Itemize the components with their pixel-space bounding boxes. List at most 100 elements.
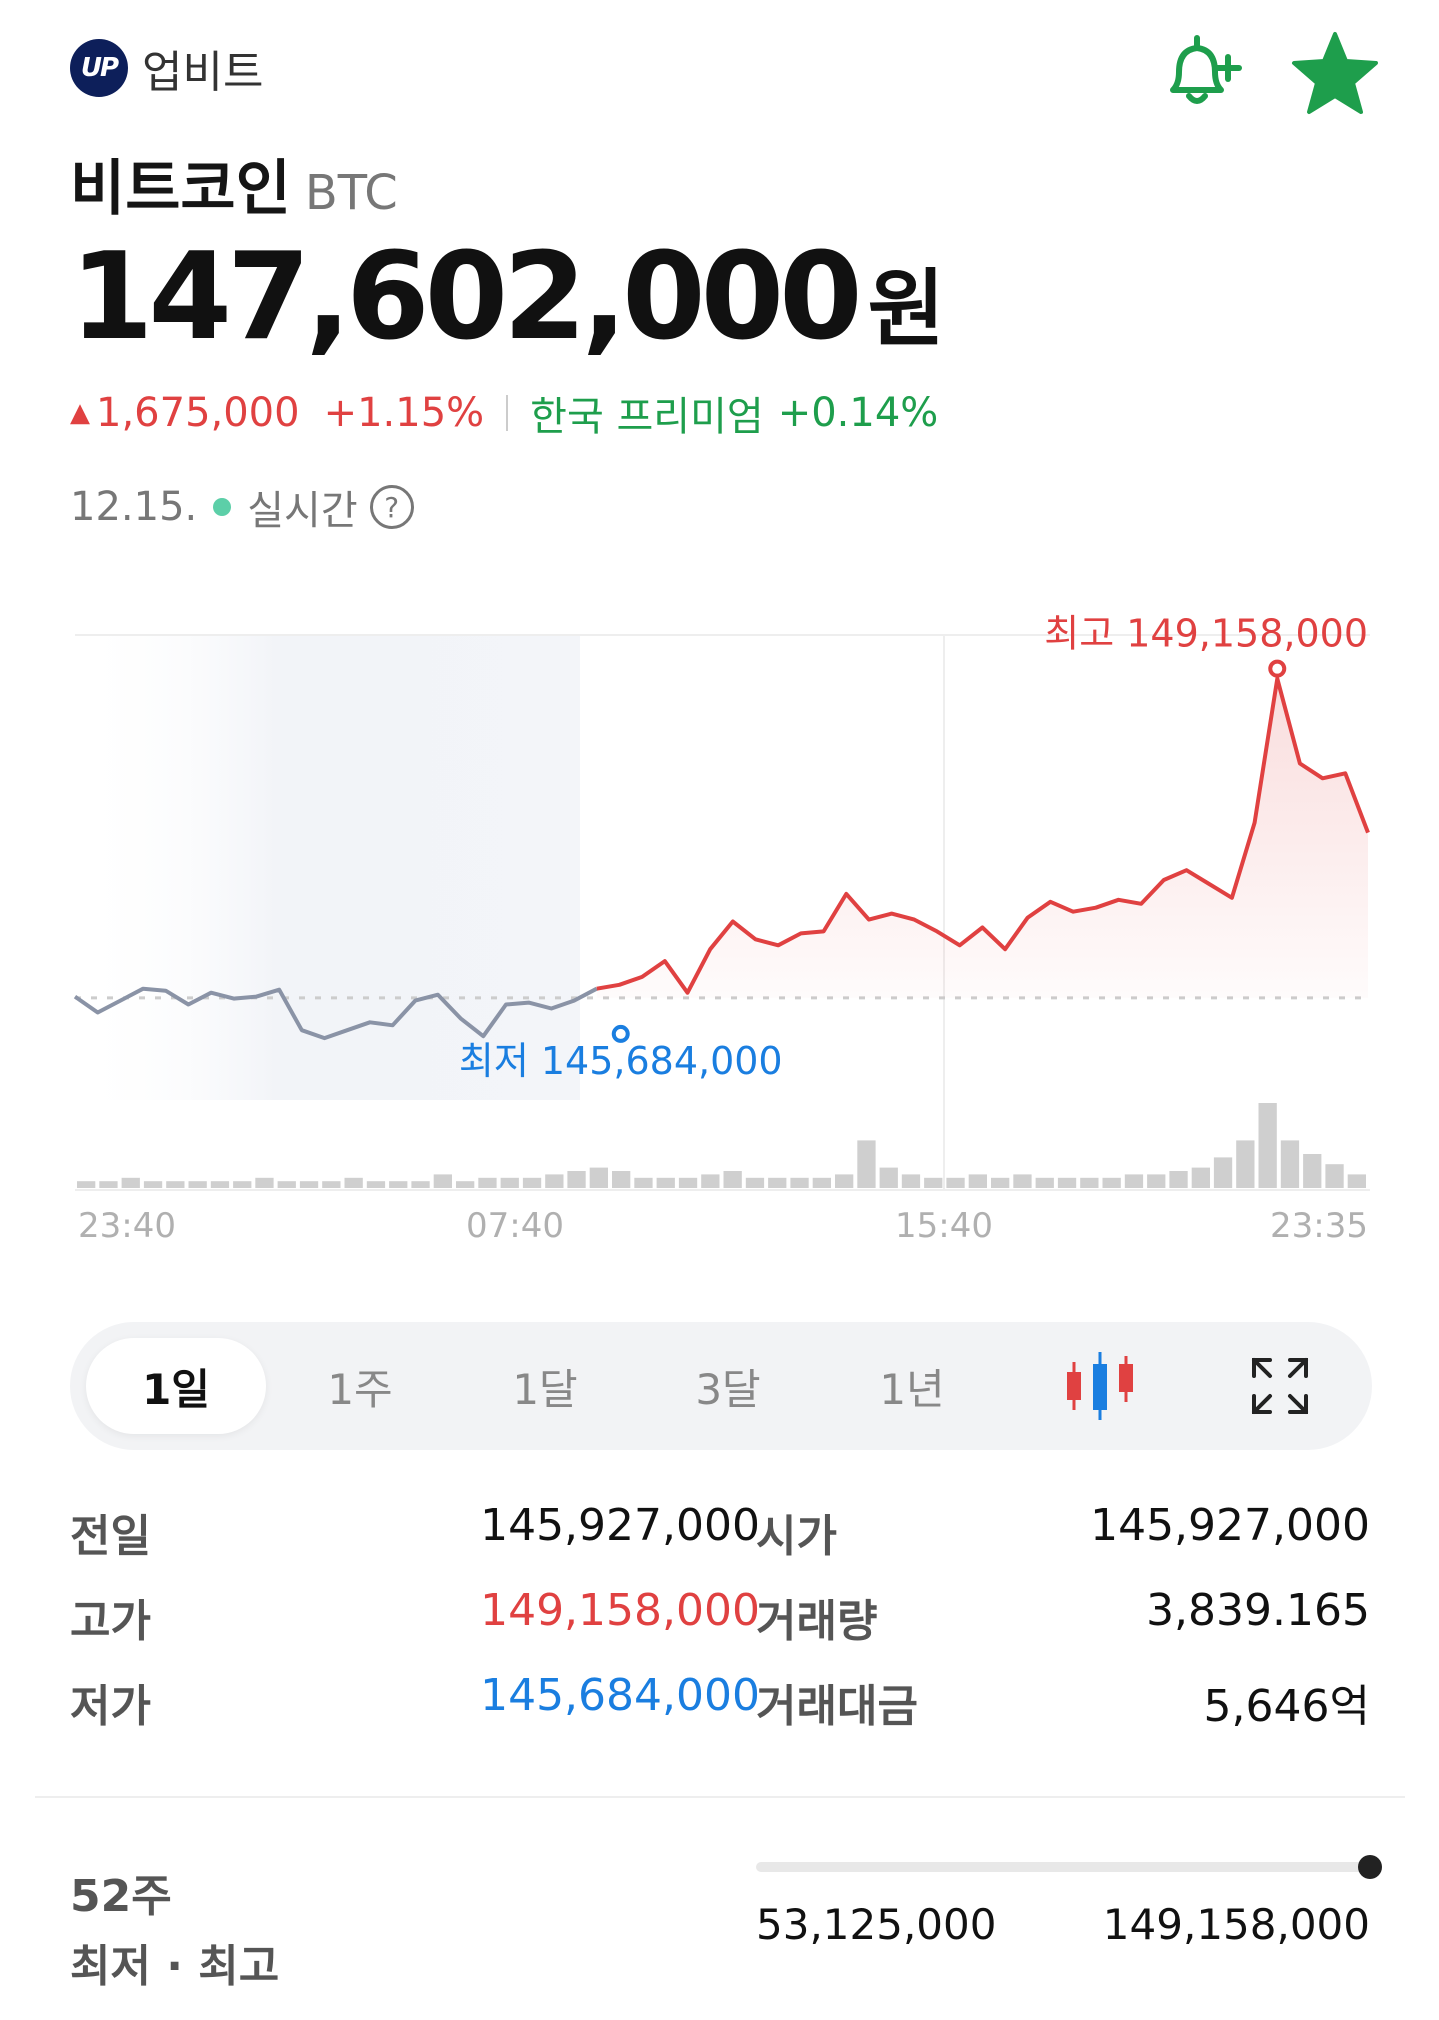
- volume-bar: [1303, 1154, 1322, 1188]
- tab-1day[interactable]: 1일: [86, 1338, 266, 1434]
- tab-3month[interactable]: 3달: [695, 1364, 761, 1414]
- volume-bar: [277, 1181, 296, 1188]
- volume-bar: [968, 1174, 987, 1188]
- range-52w-marker: [1358, 1855, 1382, 1879]
- volume-bar: [567, 1171, 586, 1188]
- volume-bar: [299, 1181, 319, 1188]
- upbit-logo: UP: [70, 39, 128, 97]
- volume-bar: [143, 1181, 163, 1188]
- stat-row: 전일 145,927,000 시가 145,927,000: [70, 1500, 1370, 1570]
- current-price: 147,602,000 원: [70, 228, 945, 367]
- after-hours-shade: [75, 635, 580, 1100]
- volume-bar: [210, 1181, 230, 1188]
- low-label: 최저 145,684,000: [459, 1039, 783, 1083]
- range-52w-title-line2: 최저 · 최고: [70, 1941, 280, 1992]
- volume-bar: [456, 1181, 475, 1188]
- volume-bar: [478, 1177, 497, 1188]
- period-tabs: 1일 1주 1달 3달 1년: [70, 1322, 1372, 1450]
- price-chart[interactable]: 최고 149,158,000 최저 145,684,000 23:40 07:4…: [0, 610, 1439, 1270]
- high-label: 고가: [70, 1596, 151, 1647]
- volume-bar: [1169, 1171, 1188, 1188]
- coin-symbol: BTC: [304, 165, 398, 221]
- volume-bar: [1213, 1157, 1233, 1188]
- trade-value-label: 거래대금: [756, 1681, 918, 1732]
- volume-bar: [77, 1181, 96, 1188]
- volume-bar: [946, 1177, 965, 1188]
- range-52w-min: 53,125,000: [756, 1900, 997, 1949]
- change-percent: +1.15%: [323, 390, 485, 436]
- x-tick-label: 07:40: [466, 1206, 564, 1246]
- volume-bar: [1236, 1140, 1255, 1188]
- volume-bar: [745, 1177, 765, 1188]
- volume-bar: [678, 1177, 698, 1188]
- volume-bar: [1035, 1177, 1054, 1188]
- timestamp: 12.15. 실시간 ?: [70, 478, 414, 536]
- help-icon[interactable]: ?: [369, 485, 414, 529]
- premium-value: +0.14%: [777, 390, 939, 436]
- volume-bar: [924, 1177, 943, 1188]
- range-52w-max: 149,158,000: [1102, 1900, 1370, 1949]
- premium-label: 한국 프리미엄: [530, 394, 764, 440]
- price-value: 147,602,000: [70, 228, 863, 367]
- star-icon[interactable]: [1290, 28, 1380, 118]
- open-label: 시가: [756, 1511, 837, 1562]
- volume-bar: [1147, 1174, 1166, 1188]
- prev-close-label: 전일: [70, 1511, 151, 1562]
- volume-bar: [500, 1177, 519, 1188]
- expand-icon[interactable]: [1240, 1346, 1320, 1426]
- volume-bar: [411, 1181, 430, 1188]
- volume-bars: [77, 1103, 1366, 1188]
- volume-bar: [1013, 1174, 1032, 1188]
- volume-bar: [1102, 1177, 1121, 1188]
- candlestick-icon[interactable]: [1060, 1346, 1140, 1426]
- volume-bar: [522, 1177, 542, 1188]
- low-marker: [611, 1024, 630, 1043]
- section-divider: [35, 1796, 1405, 1798]
- date-text: 12.15.: [70, 484, 198, 530]
- volume-bar: [1280, 1140, 1300, 1188]
- volume-bar: [1325, 1164, 1344, 1188]
- volume-bar: [812, 1177, 831, 1188]
- high-marker: [1268, 659, 1287, 678]
- range-52w-bar: [756, 1862, 1370, 1872]
- price-change: ▲ 1,675,000 +1.15% 한국 프리미엄 +0.14%: [70, 384, 938, 442]
- volume-bar: [790, 1177, 809, 1188]
- high-value: 149,158,000: [480, 1585, 760, 1636]
- volume-bar: [255, 1177, 274, 1188]
- volume-bar: [121, 1177, 140, 1188]
- tab-1month[interactable]: 1달: [512, 1364, 578, 1414]
- bell-plus-icon[interactable]: [1155, 28, 1245, 118]
- brand: UP 업비트: [70, 36, 263, 100]
- divider: [506, 395, 509, 431]
- volume-bar: [1124, 1174, 1144, 1188]
- prev-close-value: 145,927,000: [480, 1500, 760, 1551]
- volume-bar: [857, 1140, 876, 1188]
- x-tick-label: 23:40: [78, 1206, 176, 1246]
- volume-bar: [366, 1181, 386, 1188]
- tab-1week[interactable]: 1주: [327, 1364, 393, 1414]
- range-52w-title: 52주 최저 · 최고: [70, 1862, 279, 2002]
- volume-bar: [1057, 1177, 1077, 1188]
- volume-bar: [634, 1177, 653, 1188]
- range-52w-title-line1: 52주: [70, 1871, 172, 1922]
- volume-bar: [612, 1171, 631, 1188]
- brand-name: 업비트: [142, 47, 264, 98]
- price-line-down: [73, 986, 598, 1041]
- coin-name: 비트코인: [70, 154, 291, 224]
- low-value: 145,684,000: [480, 1670, 760, 1721]
- x-tick-label: 15:40: [895, 1206, 993, 1246]
- live-status: 실시간: [247, 488, 358, 534]
- volume-bar: [1080, 1177, 1099, 1188]
- tab-1year[interactable]: 1년: [879, 1364, 945, 1414]
- price-line-up: [596, 676, 1370, 995]
- high-label: 최고 149,158,000: [1044, 612, 1368, 656]
- app-header: UP 업비트: [70, 28, 1390, 128]
- volume-bar: [99, 1181, 118, 1188]
- volume-bar: [991, 1177, 1010, 1188]
- trade-value: 5,646억: [1203, 1681, 1370, 1732]
- change-amount: 1,675,000: [96, 390, 300, 436]
- volume-bar: [188, 1181, 207, 1188]
- volume-value: 3,839.165: [1146, 1585, 1370, 1636]
- volume-bar: [166, 1181, 185, 1188]
- stat-row: 고가 149,158,000 거래량 3,839.165: [70, 1585, 1370, 1655]
